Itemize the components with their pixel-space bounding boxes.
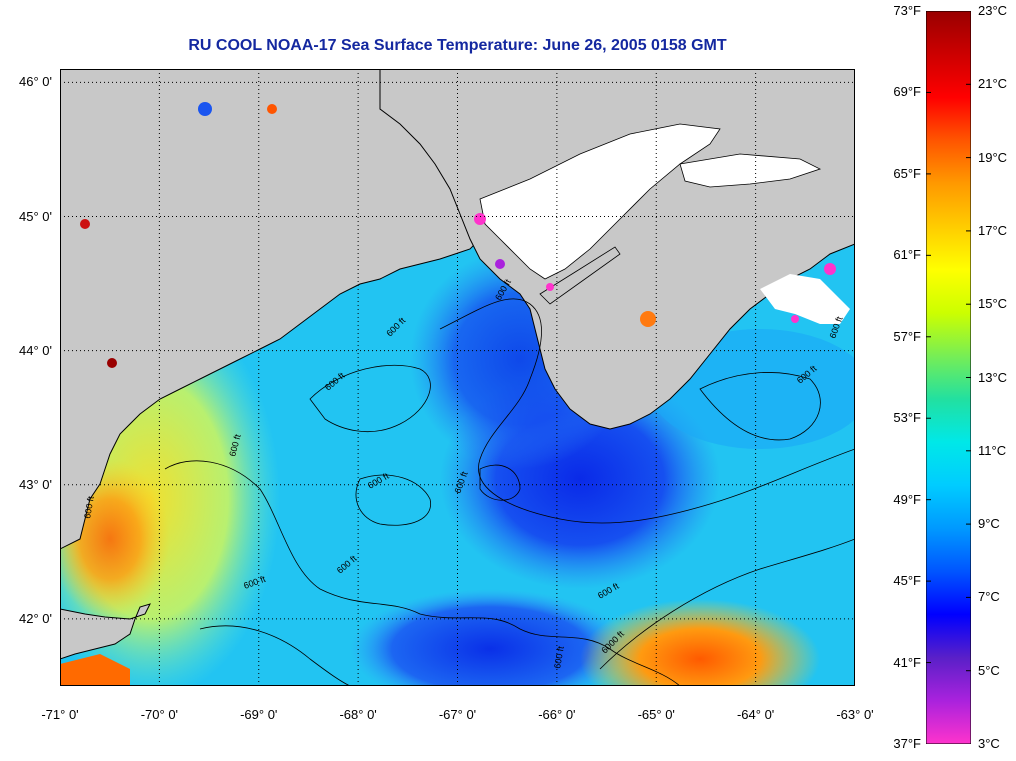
colorbar-fahrenheit-label: 53°F	[893, 410, 921, 426]
colorbar-fahrenheit-label: 45°F	[893, 573, 921, 589]
minas-basin-nodata	[679, 153, 822, 188]
colorbar-fahrenheit-label: 37°F	[893, 736, 921, 751]
colorbar-celsius-label: 3°C	[978, 736, 1000, 751]
longitude-tick-label: -70° 0'	[140, 707, 179, 722]
longitude-tick-label: -67° 0'	[438, 707, 477, 722]
colorbar-celsius-label: 23°C	[978, 3, 1008, 18]
cold-pixels-c	[824, 263, 836, 275]
cold-pixels-b	[495, 259, 505, 269]
sst-map: 600 ft 600 ft 600 ft 600 ft 600 ft 600 f…	[60, 69, 855, 686]
latitude-tick-label: 45° 0'	[19, 208, 52, 224]
colorbar-celsius-label: 9°C	[978, 516, 1000, 532]
land-cape-cod	[60, 603, 151, 660]
colorbar-fahrenheit-label: 49°F	[893, 491, 921, 507]
map-frame	[60, 69, 855, 686]
east-cloud-patch	[760, 274, 850, 324]
longitude-tick-label: -71° 0'	[41, 707, 79, 722]
warm-lake-3	[80, 219, 90, 229]
latitude-tick-label: 42° 0'	[19, 610, 52, 626]
map-title: RU COOL NOAA-17 Sea Surface Temperature:…	[188, 37, 727, 54]
bay-of-fundy-nodata	[479, 123, 721, 280]
colorbar-fahrenheit-label: 65°F	[893, 165, 921, 181]
latitude-tick-label: 46° 0'	[19, 74, 52, 90]
contour-label: 600 ft	[82, 495, 96, 519]
latitude-tick-label: 43° 0'	[19, 476, 52, 492]
land-digby-neck	[539, 246, 621, 305]
colorbar-celsius-label: 11°C	[978, 442, 1007, 458]
cold-pixels-e	[546, 283, 554, 291]
cold-pixels-a	[474, 213, 486, 225]
longitude-tick-label: -65° 0'	[637, 707, 675, 722]
colorbar-fahrenheit-label: 73°F	[893, 3, 921, 18]
longitude-tick-label: -64° 0'	[736, 707, 775, 722]
colorbar-fahrenheit-label: 69°F	[893, 84, 921, 100]
longitude-tick-label: -69° 0'	[240, 707, 278, 722]
colorbar-celsius-label: 19°C	[978, 149, 1008, 165]
colorbar-celsius-label: 13°C	[978, 369, 1008, 385]
sst-cold-south	[350, 589, 630, 686]
colorbar-celsius-label: 7°C	[978, 589, 1000, 605]
bathymetry-contours	[164, 298, 855, 686]
longitude-tick-label: -68° 0'	[339, 707, 377, 722]
sst-warm-south-shore	[60, 654, 130, 686]
cold-lake-1	[198, 102, 212, 116]
latlon-grid	[60, 69, 855, 686]
temperature-colorbar	[926, 11, 971, 744]
longitude-tick-label: -63° 0'	[836, 707, 874, 722]
colorbar-fahrenheit-label: 57°F	[893, 328, 921, 344]
latitude-tick-label: 44° 0'	[19, 342, 52, 358]
contour-label: 600 ft	[552, 645, 566, 669]
colorbar-celsius-label: 15°C	[978, 296, 1008, 312]
warm-lake-1	[640, 311, 656, 327]
colorbar-celsius-label: 17°C	[978, 222, 1008, 238]
warm-lake-4	[267, 104, 277, 114]
longitude-tick-label: -66° 0'	[538, 707, 576, 722]
warm-lake-2	[107, 358, 117, 368]
cold-pixels-d	[791, 315, 799, 323]
colorbar-fahrenheit-label: 61°F	[893, 247, 921, 263]
colorbar-celsius-label: 5°C	[978, 662, 1000, 678]
colorbar-fahrenheit-label: 41°F	[893, 654, 921, 670]
colorbar-celsius-label: 21°C	[978, 76, 1008, 92]
colorbar-fill	[926, 11, 971, 744]
